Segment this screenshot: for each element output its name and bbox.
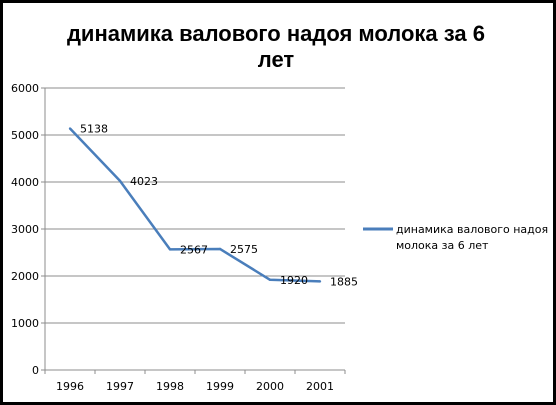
data-label: 2575 <box>230 243 258 256</box>
data-point <box>118 179 122 183</box>
axes <box>41 87 346 374</box>
legend: динамика валового надоя молока за 6 лет <box>363 223 548 252</box>
data-label: 5138 <box>80 123 108 136</box>
x-tick-label: 2000 <box>256 380 284 393</box>
chart-title-line2: лет <box>258 47 295 72</box>
data-label: 1885 <box>330 275 358 288</box>
y-tick-label: 4000 <box>11 176 39 189</box>
line-chart: динамика валового надоя молока за 6 лет … <box>11 21 548 393</box>
data-point <box>68 127 72 130</box>
y-tick-label: 0 <box>32 364 39 377</box>
data-labels: 5138 4023 2567 2575 1920 1885 <box>80 123 358 289</box>
y-tick-label: 3000 <box>11 223 39 236</box>
series-layer <box>68 127 322 283</box>
tick-labels: 0 1000 2000 3000 4000 5000 6000 1996 1997 1998 199… <box>11 82 334 393</box>
x-tick-label: 1998 <box>156 380 184 393</box>
data-label: 2567 <box>180 243 208 256</box>
x-tick-label: 2001 <box>306 380 334 393</box>
y-tick-label: 2000 <box>11 270 39 283</box>
data-label: 1920 <box>280 274 308 287</box>
data-point <box>168 248 172 251</box>
chart-title-line1: динамика валового надоя молока за 6 <box>67 21 485 46</box>
data-point <box>318 280 322 283</box>
data-label: 4023 <box>130 175 158 188</box>
gridlines <box>45 87 345 324</box>
data-point <box>218 247 222 251</box>
y-tick-label: 6000 <box>11 82 39 95</box>
legend-label-line1: динамика валового надоя <box>396 223 548 236</box>
x-tick-label: 1997 <box>106 380 134 393</box>
legend-label-line2: молока за 6 лет <box>396 239 489 252</box>
y-tick-label: 1000 <box>11 317 39 330</box>
series-line <box>69 127 321 283</box>
data-point <box>268 278 272 281</box>
x-tick-label: 1999 <box>206 380 234 393</box>
x-tick-label: 1996 <box>56 380 84 393</box>
y-tick-label: 5000 <box>11 129 39 142</box>
